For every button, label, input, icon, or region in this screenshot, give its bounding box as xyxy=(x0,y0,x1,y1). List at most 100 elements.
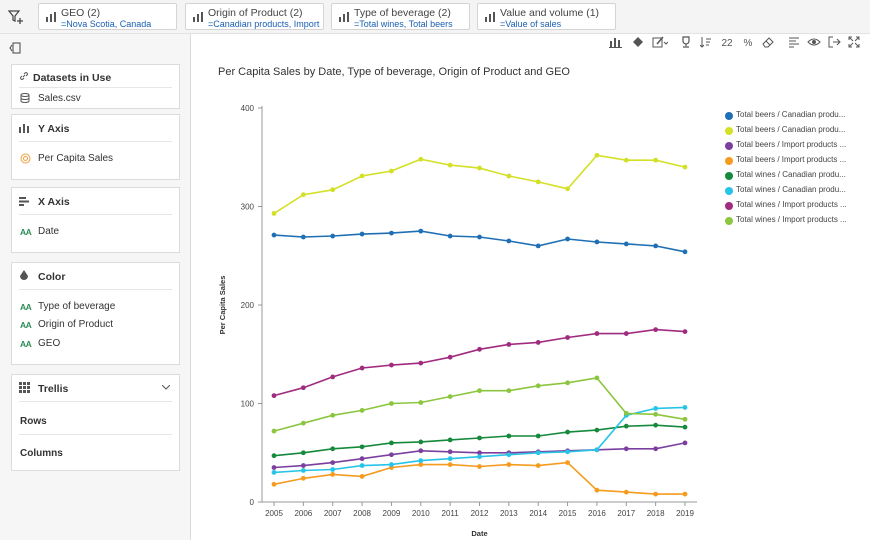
legend-swatch xyxy=(725,187,733,195)
data-point xyxy=(594,427,600,433)
series-line xyxy=(273,377,686,432)
x-axis-icon xyxy=(19,197,29,206)
data-point xyxy=(330,187,336,193)
chart-toolbar: 22 % xyxy=(608,36,862,54)
link-icon xyxy=(20,72,28,80)
divider xyxy=(19,141,172,142)
data-point xyxy=(330,446,336,452)
data-point xyxy=(623,489,629,495)
y-tick-label: 100 xyxy=(241,400,255,409)
color-item[interactable]: Origin of Product xyxy=(38,319,114,330)
data-point xyxy=(506,388,512,394)
data-point xyxy=(477,388,482,394)
trophy-icon[interactable] xyxy=(678,36,694,52)
color-item[interactable]: GEO xyxy=(38,338,61,349)
data-point xyxy=(389,362,394,368)
data-point xyxy=(300,192,306,198)
edit-dropdown-icon[interactable] xyxy=(652,36,669,52)
data-point xyxy=(477,234,482,240)
data-point xyxy=(623,446,629,452)
x-tick-label: 2007 xyxy=(324,509,342,518)
series-line xyxy=(273,328,686,397)
chevron-down-icon[interactable] xyxy=(162,385,170,390)
legend-swatch xyxy=(725,217,733,225)
data-point xyxy=(330,472,336,477)
data-point xyxy=(682,424,688,430)
trellis-columns[interactable]: Columns xyxy=(20,448,63,459)
align-icon[interactable] xyxy=(786,36,802,52)
data-point xyxy=(389,230,394,236)
data-point xyxy=(271,470,277,475)
legend-label: Total wines / Import products ... xyxy=(736,215,847,224)
divider xyxy=(19,87,172,88)
x-tick-label: 2011 xyxy=(442,509,460,518)
data-point xyxy=(682,491,688,497)
data-point xyxy=(535,433,541,439)
legend-label: Total beers / Canadian produ... xyxy=(736,110,846,119)
data-point xyxy=(389,168,394,174)
data-point xyxy=(565,429,570,435)
data-point xyxy=(506,173,512,179)
dataset-item[interactable]: Sales.csv xyxy=(38,93,81,104)
data-point xyxy=(653,157,659,163)
data-point xyxy=(506,342,512,347)
bar-chart-icon xyxy=(485,12,495,22)
export-icon[interactable] xyxy=(826,36,842,52)
data-point xyxy=(653,243,659,249)
y-tick-label: 300 xyxy=(241,203,255,212)
data-point xyxy=(447,449,453,455)
filter-chip-title: GEO (2) xyxy=(61,7,101,19)
expand-icon[interactable] xyxy=(846,36,862,52)
legend-label: Total wines / Canadian produ... xyxy=(736,170,846,179)
filter-chip-value: =Total wines, Total beers xyxy=(354,19,453,29)
bar-chart-type-icon[interactable] xyxy=(608,36,624,52)
data-point xyxy=(300,468,306,473)
x-tick-label: 2005 xyxy=(265,509,283,518)
sort-icon[interactable] xyxy=(698,36,714,52)
collapse-panel-icon[interactable] xyxy=(9,41,21,59)
divider xyxy=(19,401,172,402)
paint-drop-icon xyxy=(20,270,28,280)
x-tick-label: 2018 xyxy=(647,509,665,518)
database-icon xyxy=(20,93,30,103)
data-point xyxy=(330,460,336,465)
x-axis-label: Date xyxy=(471,529,487,538)
eraser-icon[interactable] xyxy=(760,36,776,52)
x-tick-label: 2014 xyxy=(529,509,547,518)
divider xyxy=(19,289,172,290)
filter-chip-title: Type of beverage (2) xyxy=(354,7,451,19)
data-point xyxy=(447,162,453,168)
trellis-rows[interactable]: Rows xyxy=(20,416,47,427)
data-point xyxy=(418,458,424,464)
x-tick-label: 2015 xyxy=(559,509,577,518)
filter-add-icon[interactable] xyxy=(7,9,24,25)
x-axis-item[interactable]: Date xyxy=(38,226,60,237)
bar-chart-icon xyxy=(46,12,56,22)
bar-chart-icon xyxy=(193,12,203,22)
data-point xyxy=(447,354,453,360)
data-point xyxy=(300,420,306,426)
data-point xyxy=(271,393,277,399)
color-item[interactable]: Type of beverage xyxy=(38,301,116,312)
y-axis-item[interactable]: Per Capita Sales xyxy=(38,153,114,164)
data-point xyxy=(271,465,277,470)
legend-swatch xyxy=(725,127,733,135)
data-point xyxy=(623,410,629,416)
data-point xyxy=(447,233,453,239)
data-point xyxy=(565,380,570,386)
eye-icon[interactable] xyxy=(806,36,822,52)
data-point xyxy=(447,462,453,467)
filter-chip-beverage[interactable]: Type of beverage (2) =Total wines, Total… xyxy=(331,3,470,30)
filter-chip-geo[interactable]: GEO (2) =Nova Scotia, Canada xyxy=(38,3,177,30)
data-point xyxy=(653,446,659,452)
percent-icon[interactable]: % xyxy=(743,38,753,49)
filter-chip-value-volume[interactable]: Value and volume (1) =Value of sales xyxy=(477,3,616,30)
x-axis-card: X Axis AA Date xyxy=(11,187,180,253)
paint-bucket-icon[interactable] xyxy=(630,36,646,52)
data-point xyxy=(535,463,541,468)
decimal-places-icon[interactable]: 22 xyxy=(721,38,733,49)
x-tick-label: 2019 xyxy=(676,509,694,518)
data-point xyxy=(623,241,629,247)
left-panel: Datasets in Use Sales.csv Y Axis Per Cap… xyxy=(0,34,191,540)
filter-chip-origin[interactable]: Origin of Product (2) =Canadian products… xyxy=(185,3,324,30)
